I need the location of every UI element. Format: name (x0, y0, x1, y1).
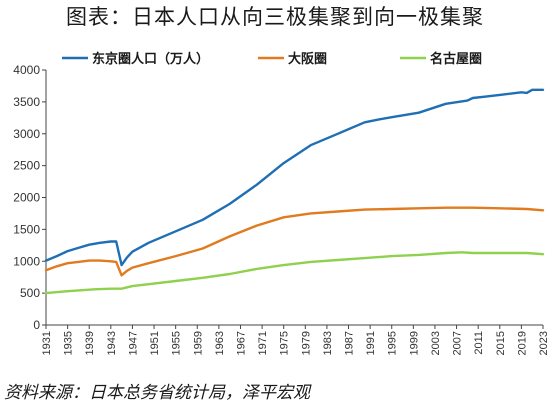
chart-axes (45, 70, 543, 326)
x-tick-label: 1963 (214, 331, 226, 355)
x-tick-label: 2003 (430, 331, 442, 355)
x-tick-label: 1955 (171, 331, 183, 355)
x-tick-label: 1983 (322, 331, 334, 355)
x-tick-label: 1987 (344, 331, 356, 355)
y-tick-label: 2000 (13, 191, 40, 205)
y-tick-label: 1000 (13, 254, 40, 268)
legend: 东京圈人口（万人） 大阪圈 名古屋圈 (62, 51, 482, 67)
x-tick-label: 1951 (149, 331, 161, 355)
x-tick-label: 1991 (365, 331, 377, 355)
x-tick-label: 1971 (257, 331, 269, 355)
x-tick-label: 1931 (41, 331, 53, 355)
x-tick-label: 1959 (192, 331, 204, 355)
series-line-2 (44, 251, 545, 295)
y-tick-label: 3500 (13, 95, 40, 109)
x-tick-label: 2011 (473, 331, 485, 355)
y-tick-labels: 0 500 1000 1500 2000 2500 3000 3500 4000 (13, 63, 46, 332)
x-tick-label: 1935 (63, 331, 75, 355)
legend-label: 大阪圈 (288, 51, 327, 67)
series-lines (44, 88, 545, 295)
x-tick-label: 1943 (106, 331, 118, 355)
source-note: 资料来源：日本总务省统计局，泽平宏观 (4, 383, 310, 403)
y-tick-label: 4000 (13, 63, 40, 77)
y-tick-label: 2500 (13, 159, 40, 173)
legend-label: 名古屋圈 (430, 51, 482, 67)
chart-title: 图表：日本人口从向三极集聚到向一极集聚 (66, 5, 484, 29)
x-tick-label: 1995 (387, 331, 399, 355)
series-line-0 (44, 88, 545, 267)
x-tick-labels: 1931 1935 1939 1943 1947 1951 1955 1959 1963 1967… (41, 325, 550, 355)
x-tick-label: 2023 (538, 331, 550, 355)
x-tick-label: 1939 (84, 331, 96, 355)
y-tick-label: 3000 (13, 127, 40, 141)
x-tick-label: 1947 (127, 331, 139, 355)
series-line-1 (44, 206, 545, 277)
y-tick-label: 0 (33, 318, 40, 332)
x-tick-label: 1975 (279, 331, 291, 355)
x-tick-label: 2019 (516, 331, 528, 355)
x-tick-label: 1979 (300, 331, 312, 355)
y-tick-label: 1500 (13, 222, 40, 236)
y-tick-label: 500 (20, 286, 40, 300)
x-tick-label: 2015 (495, 331, 507, 355)
x-tick-label: 2007 (452, 331, 464, 355)
x-tick-label: 1999 (408, 331, 420, 355)
legend-label: 东京圈人口（万人） (92, 51, 209, 67)
x-tick-label: 1967 (235, 331, 247, 355)
